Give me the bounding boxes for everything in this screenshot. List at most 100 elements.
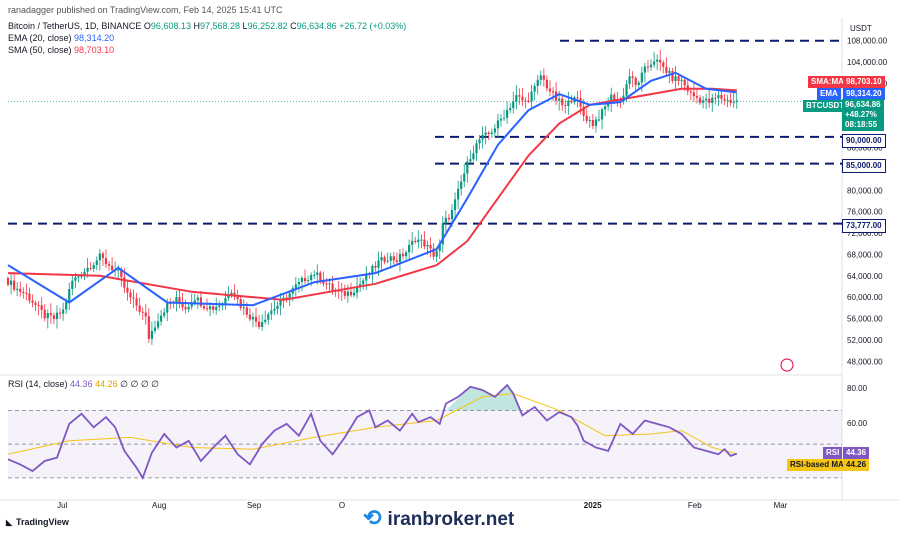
candle-body: [570, 100, 573, 103]
candle-body: [239, 299, 242, 308]
candle-body: [257, 321, 261, 327]
candle-body: [16, 288, 19, 290]
watermark-text: iranbroker.net: [387, 509, 515, 530]
candle-body: [65, 302, 68, 310]
candle-body: [242, 307, 245, 309]
rsi-line: [7, 383, 738, 480]
candle-body: [349, 291, 353, 296]
candle-body: [729, 99, 732, 103]
candle-body: [49, 313, 52, 316]
candle-body: [303, 277, 307, 282]
candle-body: [126, 287, 129, 293]
candle-body: [355, 286, 359, 293]
candle-body: [545, 79, 549, 89]
candle-body: [542, 75, 545, 80]
y-tick-label: 68,000.00: [847, 250, 883, 259]
candle-body: [600, 109, 604, 120]
candle-body: [515, 95, 518, 102]
candle-body: [637, 82, 640, 86]
candle-body: [34, 302, 37, 305]
candle-body: [264, 319, 267, 323]
candle-body: [306, 280, 310, 282]
candle-body: [441, 223, 444, 245]
candle-body: [282, 297, 285, 300]
candle-body: [466, 161, 469, 174]
candle-body: [325, 283, 328, 285]
candle-body: [89, 267, 92, 269]
y-tick-label: 108,000.00: [847, 37, 888, 46]
rsi-axis-60: 60.00: [847, 419, 868, 428]
candle-body: [313, 274, 316, 276]
candle-body: [649, 64, 653, 68]
rsi-tag-value: 44.36: [843, 447, 870, 459]
low-value: 96,252.82: [247, 21, 288, 31]
candle-body: [506, 110, 509, 118]
x-tick-label: Feb: [688, 501, 702, 510]
candle-body: [662, 62, 665, 67]
candle-body: [561, 98, 564, 106]
low-label: L: [242, 21, 248, 31]
candle-body: [199, 297, 203, 307]
high-value: 97,568.28: [199, 21, 241, 31]
candle-body: [527, 100, 530, 102]
candle-body: [276, 305, 279, 309]
candle-body: [521, 96, 524, 101]
candle-body: [683, 79, 686, 86]
high-label: H: [193, 21, 200, 31]
sma-legend[interactable]: SMA (50, close) 98,703.10: [8, 45, 114, 55]
candle-body: [548, 88, 552, 92]
candle-body: [646, 66, 650, 68]
candle-body: [420, 239, 423, 241]
candle-body: [610, 94, 613, 104]
candle-body: [588, 120, 591, 122]
candle-body: [107, 264, 111, 266]
candle-body: [671, 70, 674, 81]
candle-body: [374, 265, 377, 268]
candle-body: [343, 291, 346, 296]
candle-body: [689, 91, 692, 93]
candle-body: [665, 66, 668, 74]
candle-body: [71, 280, 74, 290]
candle-body: [236, 296, 239, 300]
tv-mark-icon: ◣: [6, 518, 13, 527]
event-flag-icon: [780, 358, 794, 372]
ema20-line: [7, 71, 737, 307]
candle-body: [316, 272, 319, 275]
candle-body: [435, 250, 438, 257]
candle-body: [43, 309, 46, 319]
rsi-ma-tag-name: RSI-based MA: [787, 459, 847, 471]
candle-body: [346, 291, 349, 296]
candle-body: [576, 97, 579, 99]
tradingview-logo[interactable]: ◣ TradingView: [6, 517, 69, 527]
candle-body: [444, 217, 447, 224]
candle-body: [196, 297, 199, 301]
ema-legend[interactable]: EMA (20, close) 98,314.20: [8, 33, 114, 43]
candle-body: [190, 303, 193, 307]
candle-body: [52, 315, 56, 319]
candle-body: [270, 310, 273, 315]
candle-body: [398, 253, 402, 262]
candle-body: [502, 117, 506, 119]
candle-body: [352, 292, 356, 296]
x-tick-label: Mar: [774, 501, 788, 510]
candle-body: [674, 76, 677, 81]
candle-body: [31, 300, 34, 303]
close-label: C: [290, 21, 297, 31]
candle-body: [735, 100, 738, 102]
rsi-title: RSI (14, close): [8, 379, 68, 389]
candle-body: [322, 281, 325, 284]
level-tag-73777: 73,777.00: [842, 219, 886, 233]
candle-body: [640, 72, 643, 83]
candle-body: [404, 252, 408, 257]
x-tick-label: Jul: [57, 501, 67, 510]
candle-body: [677, 76, 680, 81]
candle-body: [628, 76, 631, 85]
candle-body: [279, 299, 282, 306]
candle-body: [668, 70, 671, 74]
candle-body: [463, 173, 466, 182]
candle-body: [111, 265, 114, 271]
symbol-name[interactable]: Bitcoin / TetherUS, 1D, BINANCE: [8, 21, 142, 31]
candle-body: [708, 98, 711, 103]
rsi-legend[interactable]: RSI (14, close) 44.36 44.26 ∅ ∅ ∅ ∅: [8, 379, 159, 390]
